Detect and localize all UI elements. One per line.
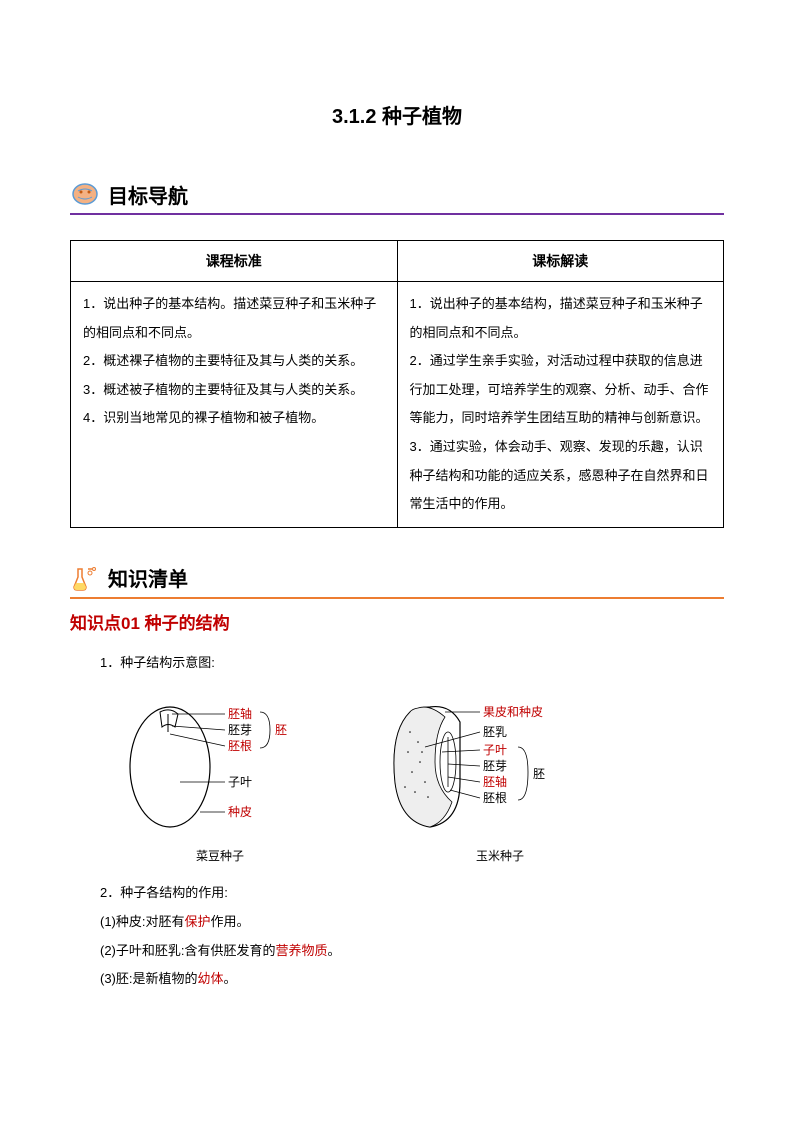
divider-purple xyxy=(70,213,724,215)
bean-caption: 菜豆种子 xyxy=(120,847,320,864)
svg-text:胚轴: 胚轴 xyxy=(228,706,252,721)
page-title: 3.1.2 种子植物 xyxy=(70,100,724,129)
func3-b: 幼体 xyxy=(198,971,224,986)
item-2: 2．种子各结构的作用: xyxy=(100,879,724,908)
func1-c: 作用。 xyxy=(211,914,250,929)
standards-table: 课程标准 课标解读 1．说出种子的基本结构。描述菜豆种子和玉米种子的相同点和不同… xyxy=(70,240,724,528)
item-1: 1．种子结构示意图: xyxy=(100,649,724,678)
flask-icon xyxy=(70,563,100,593)
svg-text:胚: 胚 xyxy=(533,767,545,781)
svg-text:胚: 胚 xyxy=(275,723,287,737)
diagram-container: 胚轴 胚芽 胚根 胚 子叶 种皮 菜豆种子 xyxy=(120,692,724,864)
func-3: (3)胚:是新植物的幼体。 xyxy=(100,965,724,994)
table-header-right: 课标解读 xyxy=(397,241,724,282)
brain-icon xyxy=(70,179,100,209)
func3-c: 。 xyxy=(224,971,237,986)
knowledge-point-01: 知识点01 种子的结构 xyxy=(70,609,724,634)
svg-text:子叶: 子叶 xyxy=(483,743,507,757)
func1-b: 保护 xyxy=(185,914,211,929)
func2-b: 营养物质 xyxy=(276,943,328,958)
svg-text:胚芽: 胚芽 xyxy=(483,759,507,773)
func2-c: 。 xyxy=(328,943,341,958)
section-title-knowledge: 知识清单 xyxy=(108,563,188,592)
section-title-objectives: 目标导航 xyxy=(108,180,188,209)
svg-text:胚根: 胚根 xyxy=(228,739,252,753)
svg-text:子叶: 子叶 xyxy=(228,775,252,789)
divider-orange xyxy=(70,597,724,599)
section-header-knowledge: 知识清单 xyxy=(70,563,724,593)
func1-a: (1)种皮:对胚有 xyxy=(100,914,185,929)
svg-text:胚根: 胚根 xyxy=(483,791,507,805)
func3-a: (3)胚:是新植物的 xyxy=(100,971,198,986)
svg-text:胚轴: 胚轴 xyxy=(483,774,507,789)
table-cell-right: 1．说出种子的基本结构，描述菜豆种子和玉米种子的相同点和不同点。 2．通过学生亲… xyxy=(397,282,724,528)
svg-text:胚乳: 胚乳 xyxy=(483,725,507,739)
table-header-left: 课程标准 xyxy=(71,241,398,282)
corn-diagram: 果皮和种皮 胚乳 子叶 胚芽 胚轴 胚根 胚 玉米种子 xyxy=(380,692,620,864)
func-1: (1)种皮:对胚有保护作用。 xyxy=(100,908,724,937)
section-header-objectives: 目标导航 xyxy=(70,179,724,209)
table-cell-left: 1．说出种子的基本结构。描述菜豆种子和玉米种子的相同点和不同点。 2．概述裸子植… xyxy=(71,282,398,528)
svg-text:种皮: 种皮 xyxy=(228,805,252,819)
bean-diagram: 胚轴 胚芽 胚根 胚 子叶 种皮 菜豆种子 xyxy=(120,692,320,864)
func2-a: (2)子叶和胚乳:含有供胚发育的 xyxy=(100,943,276,958)
svg-text:胚芽: 胚芽 xyxy=(228,723,252,737)
svg-text:果皮和种皮: 果皮和种皮 xyxy=(483,705,543,719)
func-2: (2)子叶和胚乳:含有供胚发育的营养物质。 xyxy=(100,937,724,966)
corn-caption: 玉米种子 xyxy=(380,847,620,864)
